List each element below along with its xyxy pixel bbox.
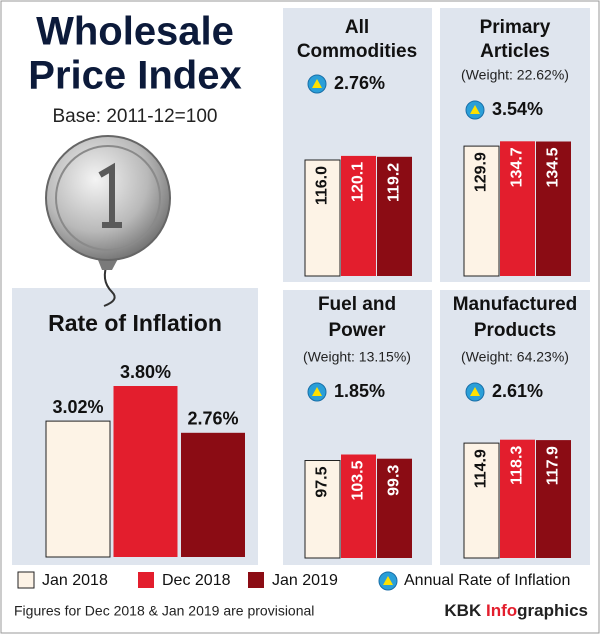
- value-label: 3.80%: [120, 362, 171, 382]
- legend-label: Jan 2018: [42, 572, 108, 589]
- value-label: 97.5: [314, 466, 331, 497]
- bar: [181, 432, 245, 557]
- value-label: 2.76%: [187, 409, 238, 429]
- value-label: 134.5: [545, 147, 562, 187]
- bar: [536, 141, 571, 276]
- legend-label: Annual Rate of Inflation: [404, 572, 570, 589]
- chart-title: All: [345, 17, 369, 38]
- chart-title: Fuel and: [318, 294, 396, 315]
- bar: [536, 440, 571, 558]
- rate-icon: [383, 576, 393, 585]
- value-label: 116.0: [314, 166, 331, 205]
- bar: [45, 420, 111, 558]
- bar: [500, 141, 535, 276]
- bar: [463, 442, 500, 559]
- credit-highlight: Info: [486, 601, 517, 620]
- bar: [377, 156, 412, 276]
- value-label: 120.1: [350, 162, 367, 202]
- bar: [304, 460, 341, 559]
- value-label: 129.9: [473, 152, 490, 192]
- chart-title: Primary: [480, 17, 551, 38]
- chart-subtitle: (Weight: 13.15%): [303, 349, 411, 365]
- value-label: 103.5: [350, 460, 367, 500]
- bar: [341, 155, 376, 276]
- rate-label: 2.76%: [334, 73, 385, 93]
- chart-title: Products: [474, 320, 556, 341]
- legend-label: Jan 2019: [272, 572, 338, 589]
- value-label: 117.9: [545, 446, 562, 485]
- credit: KBK Infographics: [444, 601, 588, 620]
- rate-icon: [312, 387, 322, 396]
- chart-subtitle: (Weight: 22.62%): [461, 67, 569, 83]
- credit-prefix: KBK: [444, 601, 482, 620]
- title: Price Index: [28, 54, 241, 98]
- value-label: 119.2: [386, 163, 403, 202]
- legend-swatch: [248, 572, 264, 588]
- bar: [113, 386, 178, 557]
- chart-title: Manufactured: [453, 294, 578, 315]
- rate-icon: [312, 79, 322, 88]
- legend-swatch: [138, 572, 154, 588]
- chart-title: Power: [328, 320, 386, 341]
- chart-title: Articles: [480, 41, 550, 62]
- bar: [304, 159, 341, 277]
- value-label: 99.3: [386, 465, 403, 496]
- footnote: Figures for Dec 2018 & Jan 2019 are prov…: [14, 603, 314, 619]
- rate-label: 1.85%: [334, 381, 385, 401]
- legend-label: Dec 2018: [162, 572, 231, 589]
- rate-label: 3.54%: [492, 99, 543, 119]
- chart-title: Rate of Inflation: [48, 310, 222, 336]
- bar: [341, 454, 376, 558]
- title: Wholesale: [36, 10, 234, 54]
- credit-rest: graphics: [517, 601, 588, 620]
- chart-subtitle: (Weight: 64.23%): [461, 349, 569, 365]
- legend-swatch: [17, 571, 35, 589]
- rate-icon: [470, 105, 480, 114]
- value-label: 134.7: [509, 147, 526, 187]
- coin: [45, 135, 171, 307]
- base: Base: 2011-12=100: [53, 106, 218, 127]
- value-label: 3.02%: [52, 397, 103, 417]
- bar: [377, 458, 412, 558]
- chart-title: Commodities: [297, 41, 417, 62]
- bar: [463, 145, 500, 277]
- rate-icon: [470, 387, 480, 396]
- value-label: 118.3: [509, 446, 526, 485]
- rate-label: 2.61%: [492, 381, 543, 401]
- value-label: 114.9: [473, 449, 490, 488]
- bar: [500, 439, 535, 558]
